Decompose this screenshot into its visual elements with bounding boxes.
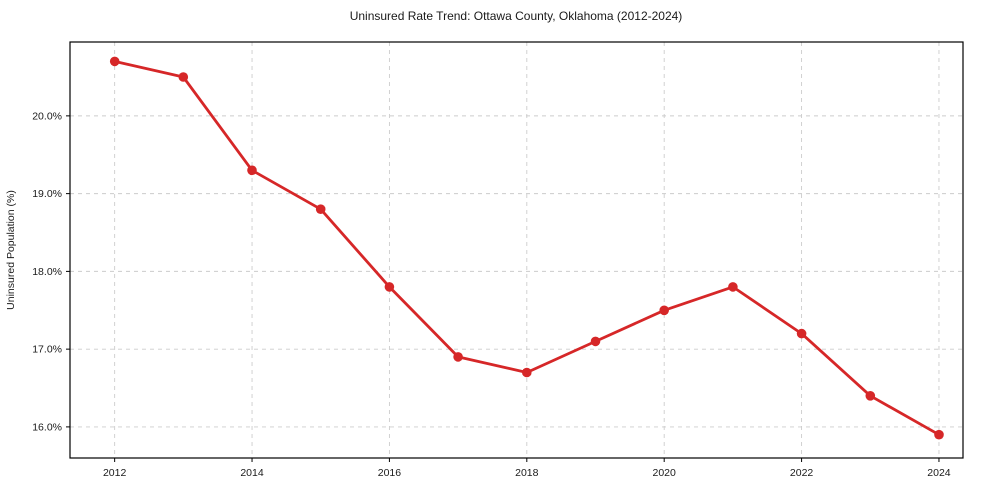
data-point-marker	[659, 305, 669, 316]
y-tick-label: 18.0%	[32, 266, 62, 278]
trend-line-series	[109, 56, 944, 440]
plot-frame	[69, 41, 964, 459]
x-tick-label: 2022	[790, 467, 814, 479]
axis-tick-labels: 2012 2014 2016 2018 2020 2022 2024 16.0% 17.0% 18…	[32, 110, 951, 479]
data-point-marker	[865, 391, 876, 401]
data-point-marker	[728, 282, 738, 292]
data-point-marker	[522, 367, 532, 378]
data-point-marker	[590, 336, 601, 347]
data-point-marker	[315, 204, 326, 214]
data-point-marker	[247, 165, 257, 176]
data-point-marker	[796, 328, 807, 339]
axis-ticks	[66, 115, 940, 462]
x-tick-label: 2014	[240, 467, 264, 479]
x-tick-label: 2020	[653, 467, 677, 479]
data-point-marker	[109, 56, 120, 67]
y-axis-label: Uninsured Population (%)	[5, 190, 17, 310]
data-point-marker	[384, 282, 395, 292]
x-tick-label: 2018	[515, 467, 539, 479]
y-tick-label: 20.0%	[32, 110, 62, 122]
y-tick-label: 17.0%	[32, 344, 62, 356]
y-tick-label: 16.0%	[32, 421, 62, 433]
data-point-marker	[178, 72, 189, 82]
x-tick-label: 2012	[103, 467, 127, 479]
data-point-marker	[934, 429, 944, 440]
data-point-marker	[453, 352, 463, 362]
grid-lines	[70, 42, 963, 458]
y-tick-label: 19.0%	[32, 188, 62, 200]
chart-title: Uninsured Rate Trend: Ottawa County, Okl…	[350, 9, 683, 23]
x-tick-label: 2024	[927, 467, 951, 479]
x-tick-label: 2016	[378, 467, 402, 479]
